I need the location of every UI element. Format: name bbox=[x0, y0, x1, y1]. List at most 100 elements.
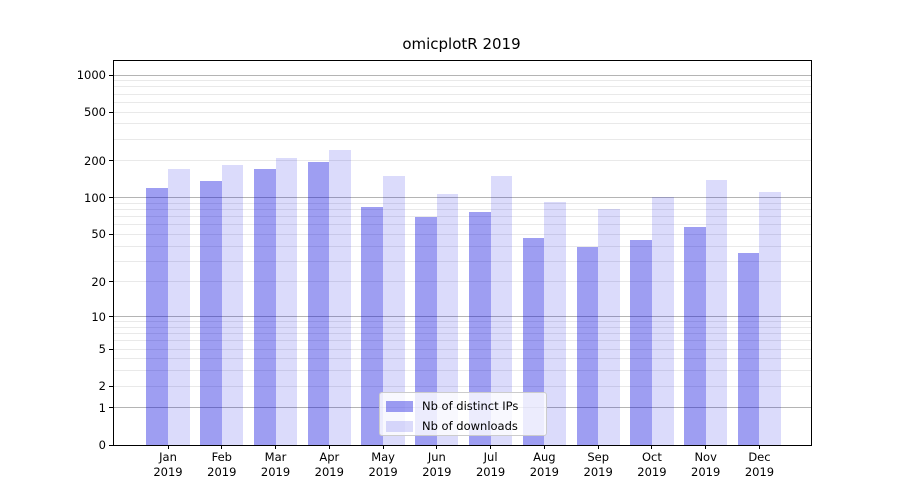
major-gridline-1000 bbox=[114, 74, 811, 76]
x-tick-label-apr: Apr 2019 bbox=[314, 450, 344, 479]
y-tick-label-100: 100 bbox=[84, 190, 106, 205]
bar-ips-apr bbox=[307, 161, 330, 445]
x-tick-mark-feb bbox=[221, 445, 223, 449]
y-tick-label-10: 10 bbox=[91, 309, 106, 324]
y-tick-mark-100 bbox=[109, 197, 113, 199]
y-tick-mark-2 bbox=[109, 385, 113, 387]
y-tick-mark-20 bbox=[109, 281, 113, 283]
bar-downloads-apr bbox=[329, 150, 351, 445]
major-gridline-10 bbox=[114, 316, 811, 318]
minor-gridline-30 bbox=[114, 260, 811, 262]
bar-ips-oct bbox=[630, 239, 652, 445]
legend-swatch-downloads bbox=[386, 421, 413, 432]
bar-ips-jan bbox=[146, 188, 168, 445]
x-tick-label-mar: Mar 2019 bbox=[260, 450, 291, 479]
minor-gridline-90 bbox=[114, 202, 811, 204]
minor-gridline-800 bbox=[114, 86, 811, 88]
bar-ips-dec bbox=[737, 253, 760, 445]
x-tick-label-jun: Jun 2019 bbox=[422, 450, 452, 479]
legend-label-downloads: Nb of downloads bbox=[422, 419, 518, 433]
minor-gridline-5 bbox=[114, 348, 811, 350]
minor-gridline-80 bbox=[114, 209, 811, 211]
legend: Nb of distinct IPs Nb of downloads bbox=[379, 392, 547, 436]
bar-ips-may bbox=[361, 207, 384, 445]
major-gridline-100 bbox=[114, 197, 811, 199]
minor-gridline-40 bbox=[114, 245, 811, 247]
minor-gridline-600 bbox=[114, 101, 811, 103]
x-tick-label-nov: Nov 2019 bbox=[691, 450, 721, 479]
x-tick-mark-jul bbox=[490, 445, 492, 449]
bar-downloads-sep bbox=[598, 209, 620, 445]
minor-gridline-2 bbox=[114, 385, 811, 387]
y-tick-mark-1 bbox=[109, 407, 113, 409]
bar-downloads-may bbox=[383, 175, 405, 445]
bar-ips-feb bbox=[200, 181, 222, 445]
x-tick-mark-jan bbox=[167, 445, 169, 449]
minor-gridline-3 bbox=[114, 370, 811, 372]
y-tick-label-2: 2 bbox=[98, 379, 106, 394]
minor-gridline-300 bbox=[114, 138, 811, 140]
minor-gridline-900 bbox=[114, 80, 811, 82]
bar-downloads-nov bbox=[705, 179, 728, 445]
y-tick-mark-50 bbox=[109, 233, 113, 235]
x-tick-mark-mar bbox=[275, 445, 277, 449]
bar-ips-jul bbox=[469, 212, 491, 445]
x-tick-mark-oct bbox=[651, 445, 653, 449]
legend-swatch-ips bbox=[386, 401, 413, 412]
bar-ips-jun bbox=[415, 217, 437, 445]
x-tick-mark-dec bbox=[758, 445, 760, 449]
minor-gridline-6 bbox=[114, 340, 811, 342]
plot-area: 0 1 2 5 10 20 50 100 200 500 1000 Jan 2019 Feb 2019… bbox=[77, 60, 812, 479]
legend-label-ips: Nb of distinct IPs bbox=[422, 399, 519, 413]
y-tick-label-20: 20 bbox=[91, 274, 106, 289]
x-tick-label-dec: Dec 2019 bbox=[744, 450, 775, 479]
bar-ips-mar bbox=[253, 169, 276, 445]
minor-gridline-4 bbox=[114, 358, 811, 360]
minor-gridline-70 bbox=[114, 216, 811, 218]
y-tick-mark-0 bbox=[109, 444, 113, 446]
y-tick-label-200: 200 bbox=[84, 153, 106, 168]
y-tick-label-1000: 1000 bbox=[76, 68, 106, 82]
bar-downloads-jul bbox=[490, 175, 513, 445]
x-tick-mark-aug bbox=[543, 445, 545, 449]
y-tick-mark-1000 bbox=[109, 74, 113, 76]
bar-ips-nov bbox=[684, 226, 706, 445]
y-tick-mark-200 bbox=[109, 160, 113, 162]
y-tick-label-0: 0 bbox=[98, 438, 106, 452]
y-tick-label-5: 5 bbox=[98, 342, 106, 357]
minor-gridline-7 bbox=[114, 333, 811, 335]
y-tick-label-50: 50 bbox=[91, 227, 106, 242]
y-tick-label-1: 1 bbox=[98, 400, 106, 415]
bar-downloads-mar bbox=[275, 158, 298, 445]
x-tick-label-sep: Sep 2019 bbox=[583, 450, 613, 479]
y-tick-mark-10 bbox=[109, 316, 113, 318]
y-tick-mark-500 bbox=[109, 111, 113, 113]
bar-ips-sep bbox=[576, 247, 599, 445]
bar-downloads-oct bbox=[651, 196, 674, 445]
x-tick-mark-nov bbox=[705, 445, 707, 449]
bar-downloads-jun bbox=[436, 193, 459, 445]
minor-gridline-400 bbox=[114, 123, 811, 125]
legend-item-distinct-ips: Nb of distinct IPs bbox=[386, 398, 546, 415]
x-tick-mark-may bbox=[382, 445, 384, 449]
y-tick-label-500: 500 bbox=[84, 105, 106, 120]
x-tick-label-may: May 2019 bbox=[368, 450, 398, 479]
y-tick-mark-5 bbox=[109, 348, 113, 350]
minor-gridline-8 bbox=[114, 326, 811, 328]
x-tick-label-aug: Aug 2019 bbox=[529, 450, 560, 479]
x-tick-mark-jun bbox=[436, 445, 438, 449]
x-tick-label-jan: Jan 2019 bbox=[153, 450, 183, 479]
x-tick-label-feb: Feb 2019 bbox=[207, 450, 237, 479]
minor-gridline-9 bbox=[114, 321, 811, 323]
bar-downloads-jan bbox=[168, 169, 190, 445]
bar-downloads-aug bbox=[544, 201, 566, 445]
minor-gridline-500 bbox=[114, 111, 811, 113]
minor-gridline-200 bbox=[114, 160, 811, 162]
bar-downloads-feb bbox=[221, 165, 244, 445]
x-tick-mark-sep bbox=[597, 445, 599, 449]
minor-gridline-50 bbox=[114, 233, 811, 235]
x-tick-label-jul: Jul 2019 bbox=[475, 450, 506, 479]
bar-downloads-dec bbox=[759, 191, 782, 445]
minor-gridline-20 bbox=[114, 281, 811, 283]
